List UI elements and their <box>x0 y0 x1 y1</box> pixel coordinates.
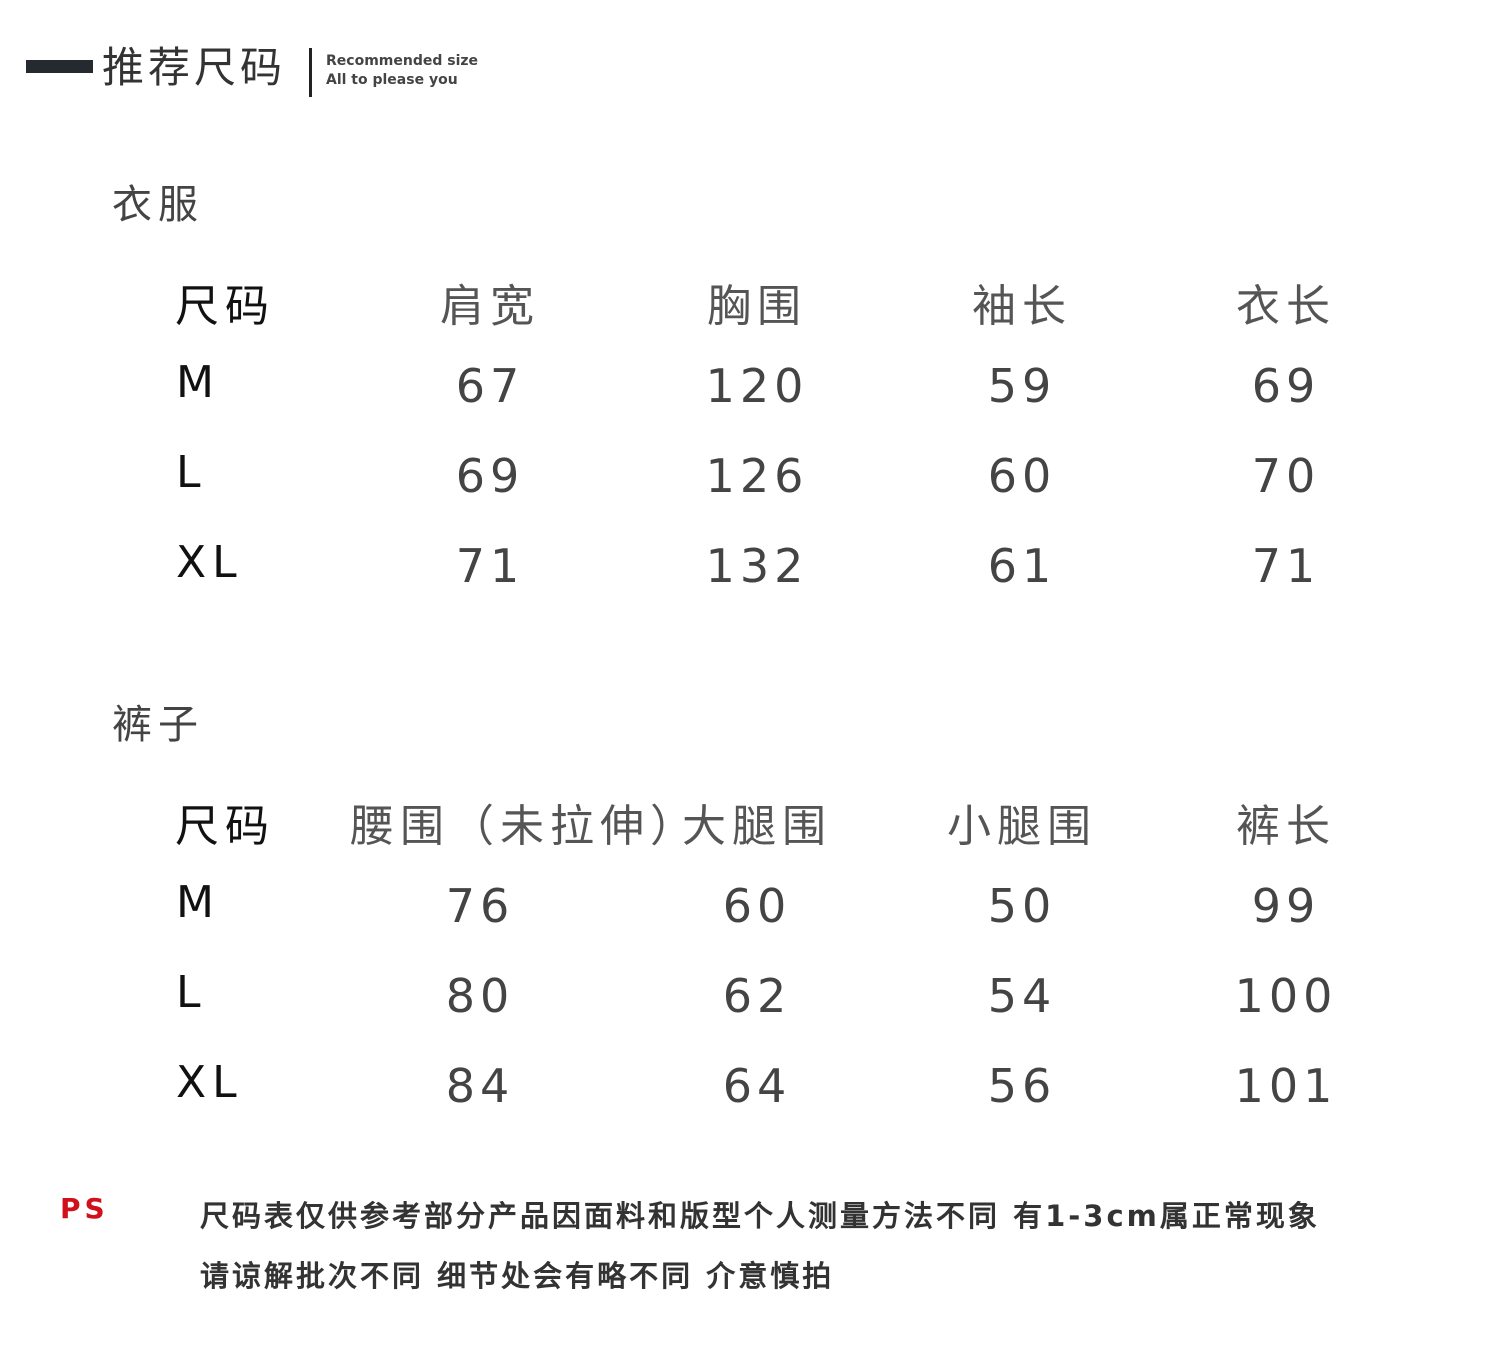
table-cell: 67 <box>455 359 525 413</box>
tops-section-title: 衣服 <box>112 182 204 228</box>
size-label: L <box>176 447 207 498</box>
table-cell: 69 <box>455 449 525 503</box>
table-cell: 59 <box>987 359 1057 413</box>
note-line-1: 尺码表仅供参考部分产品因面料和版型个人测量方法不同 有1-3cm属正常现象 <box>200 1199 1320 1233</box>
table-cell: 62 <box>722 969 792 1023</box>
table-cell: 99 <box>1251 879 1321 933</box>
table-cell: 120 <box>705 359 809 413</box>
column-header: 裤长 <box>1236 801 1336 852</box>
subtitle-line-1: Recommended size <box>326 53 479 69</box>
table-cell: 71 <box>455 539 525 593</box>
table-cell: 69 <box>1251 359 1321 413</box>
table-cell: 76 <box>445 879 515 933</box>
table-cell: 100 <box>1234 969 1338 1023</box>
column-header: 腰围（未拉伸） <box>350 801 700 852</box>
page-subtitle: Recommended size All to please you <box>326 52 478 90</box>
size-label: XL <box>176 1057 243 1108</box>
table-cell: 101 <box>1234 1059 1338 1113</box>
table-cell: 126 <box>705 449 809 503</box>
title-divider <box>309 48 312 97</box>
header-bar-decoration <box>26 60 93 73</box>
column-header: 肩宽 <box>440 281 540 332</box>
page-title: 推荐尺码 <box>102 43 287 92</box>
column-header: 小腿围 <box>947 801 1097 852</box>
column-header: 袖长 <box>972 281 1072 332</box>
table-cell: 70 <box>1251 449 1321 503</box>
table-cell: 64 <box>722 1059 792 1113</box>
table-cell: 80 <box>445 969 515 1023</box>
table-cell: 56 <box>987 1059 1057 1113</box>
size-label: L <box>176 967 207 1018</box>
subtitle-line-2: All to please you <box>326 72 458 88</box>
table-cell: 132 <box>705 539 809 593</box>
table-cell: 60 <box>987 449 1057 503</box>
table-cell: 54 <box>987 969 1057 1023</box>
column-header: 大腿围 <box>682 801 832 852</box>
size-label: M <box>176 357 220 408</box>
column-header-size: 尺码 <box>175 801 275 852</box>
table-cell: 60 <box>722 879 792 933</box>
table-cell: 61 <box>987 539 1057 593</box>
pants-section-title: 裤子 <box>112 702 204 748</box>
column-header-size: 尺码 <box>175 281 275 332</box>
column-header: 衣长 <box>1236 281 1336 332</box>
size-label: XL <box>176 537 243 588</box>
note-line-2: 请谅解批次不同 细节处会有略不同 介意慎拍 <box>200 1259 835 1293</box>
size-label: M <box>176 877 220 928</box>
table-cell: 84 <box>445 1059 515 1113</box>
table-cell: 71 <box>1251 539 1321 593</box>
note-label: PS <box>60 1192 109 1225</box>
column-header: 胸围 <box>707 281 807 332</box>
table-cell: 50 <box>987 879 1057 933</box>
